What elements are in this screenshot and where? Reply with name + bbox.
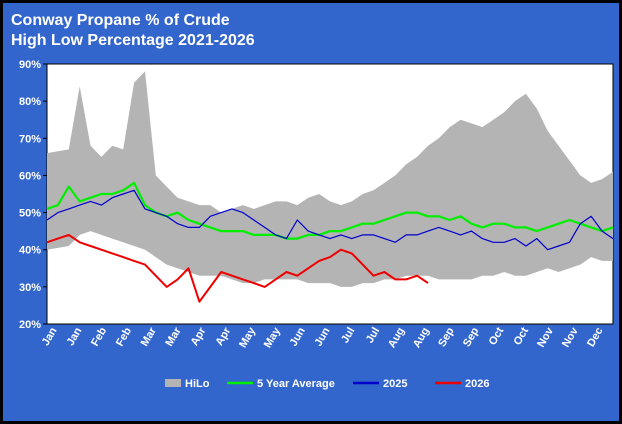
- legend-5yr-average: 5 Year Average: [227, 378, 335, 390]
- y-tick-label: 50%: [19, 208, 41, 220]
- y-tick-label: 90%: [19, 59, 41, 71]
- x-tick-label: Aug: [411, 326, 432, 351]
- x-tick-label: Feb: [89, 325, 109, 348]
- y-tick-label: 30%: [19, 282, 41, 294]
- x-tick-label: Sep: [436, 325, 457, 349]
- legend-label: 5 Year Average: [257, 378, 335, 390]
- x-tick-label: Jan: [40, 325, 60, 348]
- x-tick-label: Jul: [339, 325, 357, 345]
- x-tick-label: Oct: [487, 325, 507, 347]
- x-tick-label: Mar: [139, 325, 160, 349]
- propane-chart: Conway Propane % of Crude High Low Perce…: [11, 12, 614, 390]
- x-tick-label: Jul: [364, 325, 382, 345]
- chart-title: Conway Propane % of Crude: [11, 12, 230, 29]
- x-tick-label: May: [262, 325, 284, 350]
- legend-label: 2025: [383, 378, 407, 390]
- legend-2026: 2026: [435, 378, 489, 390]
- chart-panel: Conway Propane % of Crude High Low Perce…: [3, 3, 619, 421]
- x-tick-label: Oct: [512, 325, 532, 347]
- y-tick-label: 20%: [19, 319, 41, 331]
- x-tick-label: Apr: [213, 325, 233, 348]
- y-axis-ticks: 20% 30% 40% 50% 60% 70% 80% 90%: [19, 59, 47, 331]
- chart-subtitle: High Low Percentage 2021-2026: [11, 32, 255, 49]
- x-tick-label: Sep: [461, 325, 482, 349]
- x-tick-label: Feb: [114, 325, 134, 348]
- series-5yr-average-line: [46, 181, 614, 240]
- hilo-band: [47, 71, 613, 287]
- x-tick-label: Nov: [535, 325, 556, 350]
- y-tick-label: 40%: [19, 245, 41, 257]
- legend: HiLo 5 Year Average 2025 2026: [165, 378, 489, 390]
- legend-swatch: [165, 379, 181, 387]
- x-tick-label: Jan: [65, 325, 85, 348]
- legend-2025: 2025: [353, 378, 407, 390]
- x-tick-label: Apr: [189, 325, 209, 348]
- y-tick-label: 80%: [19, 96, 41, 108]
- x-tick-label: Jun: [312, 325, 332, 348]
- legend-hilo: HiLo: [165, 378, 210, 390]
- x-tick-label: Dec: [585, 326, 605, 349]
- legend-label: HiLo: [185, 378, 210, 390]
- legend-label: 2026: [465, 378, 489, 390]
- series-2025-line: [46, 189, 614, 251]
- series-2026-line: [46, 233, 429, 303]
- y-tick-label: 60%: [19, 170, 41, 182]
- plot-area: [46, 63, 614, 325]
- x-axis-ticks: Jan Jan Feb Feb Mar Mar Apr Apr May May Jun Jun Jul J…: [40, 325, 606, 350]
- y-tick-label: 70%: [19, 133, 41, 145]
- x-tick-label: May: [237, 325, 259, 350]
- x-tick-label: Nov: [560, 325, 581, 350]
- x-tick-label: Mar: [164, 325, 185, 349]
- x-tick-label: Aug: [386, 326, 407, 351]
- x-tick-label: Jun: [288, 325, 308, 348]
